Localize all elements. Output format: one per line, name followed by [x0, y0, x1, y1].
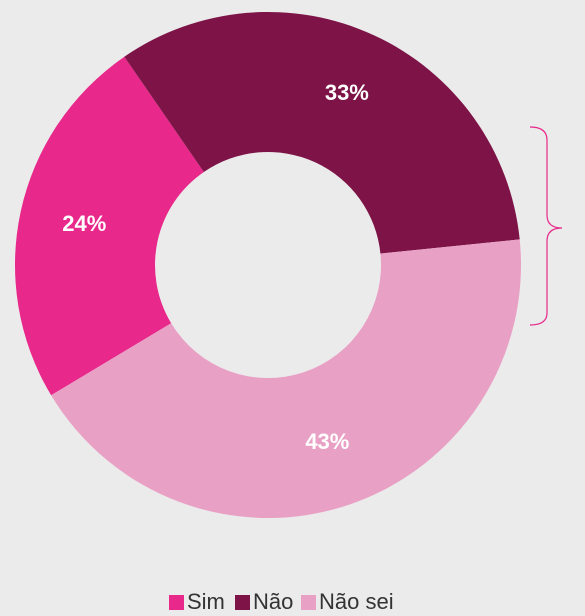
donut-slice [14, 56, 204, 396]
donut-slice [124, 11, 520, 254]
legend-label: Não sei [319, 589, 394, 614]
value-label: 24% [62, 211, 106, 236]
legend-swatch [301, 595, 316, 610]
brace [529, 126, 563, 326]
legend-swatch [235, 595, 250, 610]
legend-label: Não [253, 589, 293, 614]
legend-label: Sim [187, 589, 225, 614]
donut-slice [51, 239, 522, 519]
value-label: 43% [305, 429, 349, 454]
legend-swatch [169, 595, 184, 610]
value-label: 33% [325, 80, 369, 105]
